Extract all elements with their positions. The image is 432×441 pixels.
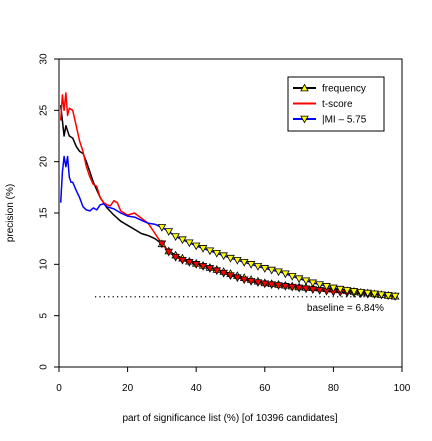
- series-marker: [178, 236, 187, 245]
- y-tick-label: 20: [39, 156, 50, 168]
- series-marker: [294, 284, 304, 293]
- series-marker: [281, 283, 290, 291]
- y-tick-label: 5: [39, 312, 50, 318]
- series-marker: [178, 256, 187, 265]
- series-marker: [226, 272, 235, 281]
- legend: frequency t-score |MI – 5.75: [287, 76, 385, 132]
- series-marker: [205, 265, 215, 273]
- y-tick-label: 10: [39, 258, 50, 270]
- series-marker: [205, 247, 215, 256]
- series-marker: [212, 249, 222, 258]
- x-tick-label: 100: [394, 383, 411, 394]
- y-tick-label: 0: [39, 364, 50, 370]
- series-marker: [342, 287, 352, 295]
- y-tick-label: 25: [39, 104, 50, 116]
- series-marker: [301, 277, 311, 286]
- series-marker: [219, 269, 228, 278]
- series-marker: [253, 279, 263, 288]
- series-line: [59, 105, 396, 297]
- series-marker: [260, 265, 270, 273]
- series-marker: [377, 291, 386, 300]
- series-marker: [322, 283, 331, 291]
- series-marker: [219, 252, 228, 261]
- series-marker: [315, 281, 324, 290]
- series-marker: [171, 253, 180, 262]
- series-marker: [246, 261, 256, 269]
- y-tick-label: 30: [39, 53, 50, 65]
- series-marker: [198, 245, 208, 253]
- series-marker: [233, 256, 242, 265]
- legend-label: frequency: [322, 84, 366, 95]
- series-marker: [287, 283, 297, 292]
- series-marker: [260, 280, 270, 289]
- series-marker: [274, 282, 283, 290]
- series-marker: [356, 288, 366, 297]
- series-marker: [329, 284, 338, 293]
- series-marker: [349, 288, 359, 296]
- series-marker: [384, 292, 393, 300]
- x-axis-label: part of significance list (%) [of 10396 …: [122, 413, 337, 424]
- series-2: [59, 155, 396, 297]
- series-marker: [164, 228, 174, 236]
- series-line: [59, 155, 396, 297]
- x-tick-label: 80: [328, 383, 340, 394]
- series-marker: [294, 275, 304, 284]
- series-marker: [246, 278, 256, 286]
- series-marker: [164, 248, 174, 257]
- series-marker: [198, 263, 208, 271]
- series-marker: [274, 268, 283, 277]
- series-marker: [157, 240, 167, 249]
- baseline-group: baseline = 6.84%: [95, 296, 396, 314]
- series-marker: [171, 233, 180, 242]
- series-marker: [212, 267, 222, 276]
- series-marker: [267, 266, 276, 275]
- legend-marker: [300, 83, 309, 92]
- legend-label: |MI – 5.75: [322, 115, 367, 126]
- series-marker: [191, 242, 201, 251]
- series-marker: [233, 274, 242, 283]
- legend-marker: [300, 115, 309, 124]
- x-tick-label: 0: [56, 383, 62, 394]
- series-marker: [267, 281, 276, 290]
- x-tick-label: 60: [259, 383, 271, 394]
- series-markers-2: [157, 224, 400, 301]
- series-marker: [308, 279, 318, 288]
- series-marker: [281, 270, 290, 279]
- series-marker: [335, 285, 345, 294]
- series-marker: [301, 285, 311, 294]
- axes: 0 20 40 60 80 100 0 5 10 15 20 25 30: [39, 53, 411, 394]
- x-tick-label: 40: [191, 383, 203, 394]
- legend-label: t-score: [322, 99, 353, 110]
- series-marker: [239, 276, 249, 285]
- series-group: [59, 92, 400, 301]
- y-axis-label: precision (%): [5, 184, 16, 242]
- series-marker: [239, 258, 249, 267]
- series-marker: [363, 289, 372, 298]
- baseline-label: baseline = 6.84%: [307, 303, 384, 314]
- series-marker: [185, 258, 194, 267]
- series-marker: [157, 224, 167, 232]
- series-marker: [191, 261, 201, 269]
- series-marker: [226, 254, 235, 263]
- series-0: [59, 105, 396, 297]
- series-marker: [390, 292, 400, 301]
- series-marker: [287, 272, 297, 281]
- y-tick-label: 15: [39, 207, 50, 219]
- series-marker: [370, 290, 379, 299]
- x-tick-label: 20: [122, 383, 134, 394]
- series-marker: [253, 263, 263, 271]
- series-marker: [185, 239, 194, 248]
